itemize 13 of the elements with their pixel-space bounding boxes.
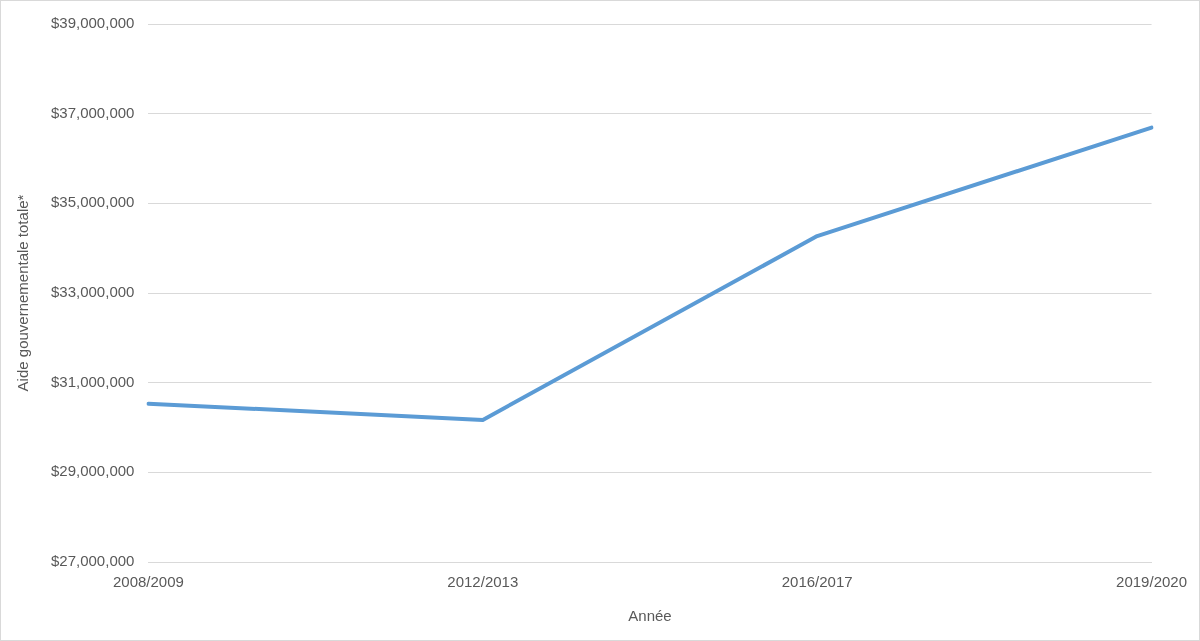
- y-tick-label: $39,000,000: [50, 14, 135, 32]
- x-axis-title: Année: [628, 607, 672, 625]
- y-tick-label: $27,000,000: [50, 552, 135, 570]
- y-axis-title: Aide gouvernementale totale*: [14, 194, 32, 392]
- y-tick-label: $29,000,000: [50, 462, 135, 480]
- y-tick-label: $37,000,000: [50, 103, 135, 121]
- y-tick-label: $35,000,000: [50, 193, 135, 211]
- x-tick-label: 2008/2009: [112, 573, 184, 591]
- x-tick-label: 2019/2020: [1116, 573, 1187, 591]
- y-tick-label: $31,000,000: [50, 372, 135, 390]
- x-tick-label: 2016/2017: [781, 573, 853, 591]
- y-tick-label: $33,000,000: [50, 283, 135, 301]
- x-tick-label: 2012/2013: [447, 573, 519, 591]
